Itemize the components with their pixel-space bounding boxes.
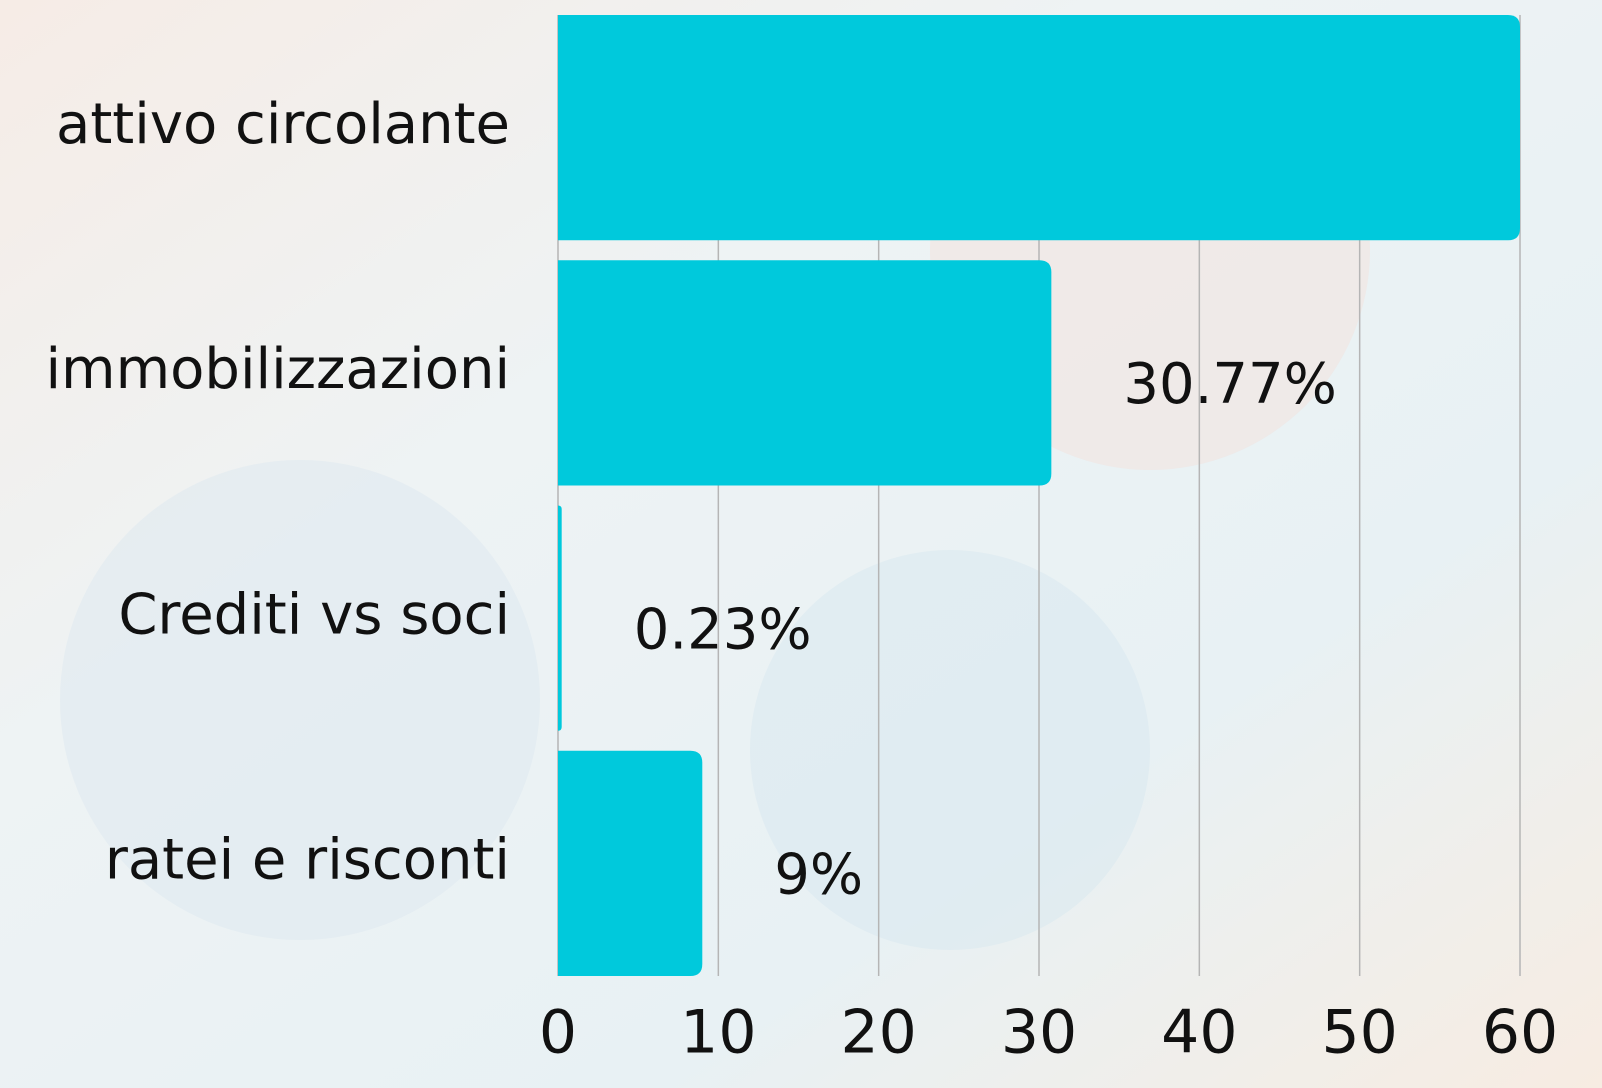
y-tick-label: ratei e risconti xyxy=(105,828,510,893)
bar xyxy=(558,260,1052,486)
data-label: 30.77% xyxy=(1123,352,1337,417)
data-label: 9% xyxy=(774,843,863,908)
y-tick-label: Crediti vs soci xyxy=(118,582,510,647)
x-tick-label: 10 xyxy=(680,998,756,1068)
bar xyxy=(558,750,703,976)
x-tick-label: 20 xyxy=(840,998,916,1068)
x-tick-label: 40 xyxy=(1161,998,1237,1068)
x-tick-label: 60 xyxy=(1482,998,1558,1068)
x-tick-label: 30 xyxy=(1001,998,1077,1068)
x-tick-label: 0 xyxy=(539,998,577,1068)
y-tick-label: immobilizzazioni xyxy=(45,337,510,402)
background-shape xyxy=(60,460,540,940)
bar xyxy=(558,505,562,731)
data-label: 0.23% xyxy=(634,597,812,662)
background-shape xyxy=(750,550,1150,950)
x-tick-label: 50 xyxy=(1321,998,1397,1068)
bar xyxy=(558,15,1520,241)
y-tick-label: attivo circolante xyxy=(56,92,510,157)
